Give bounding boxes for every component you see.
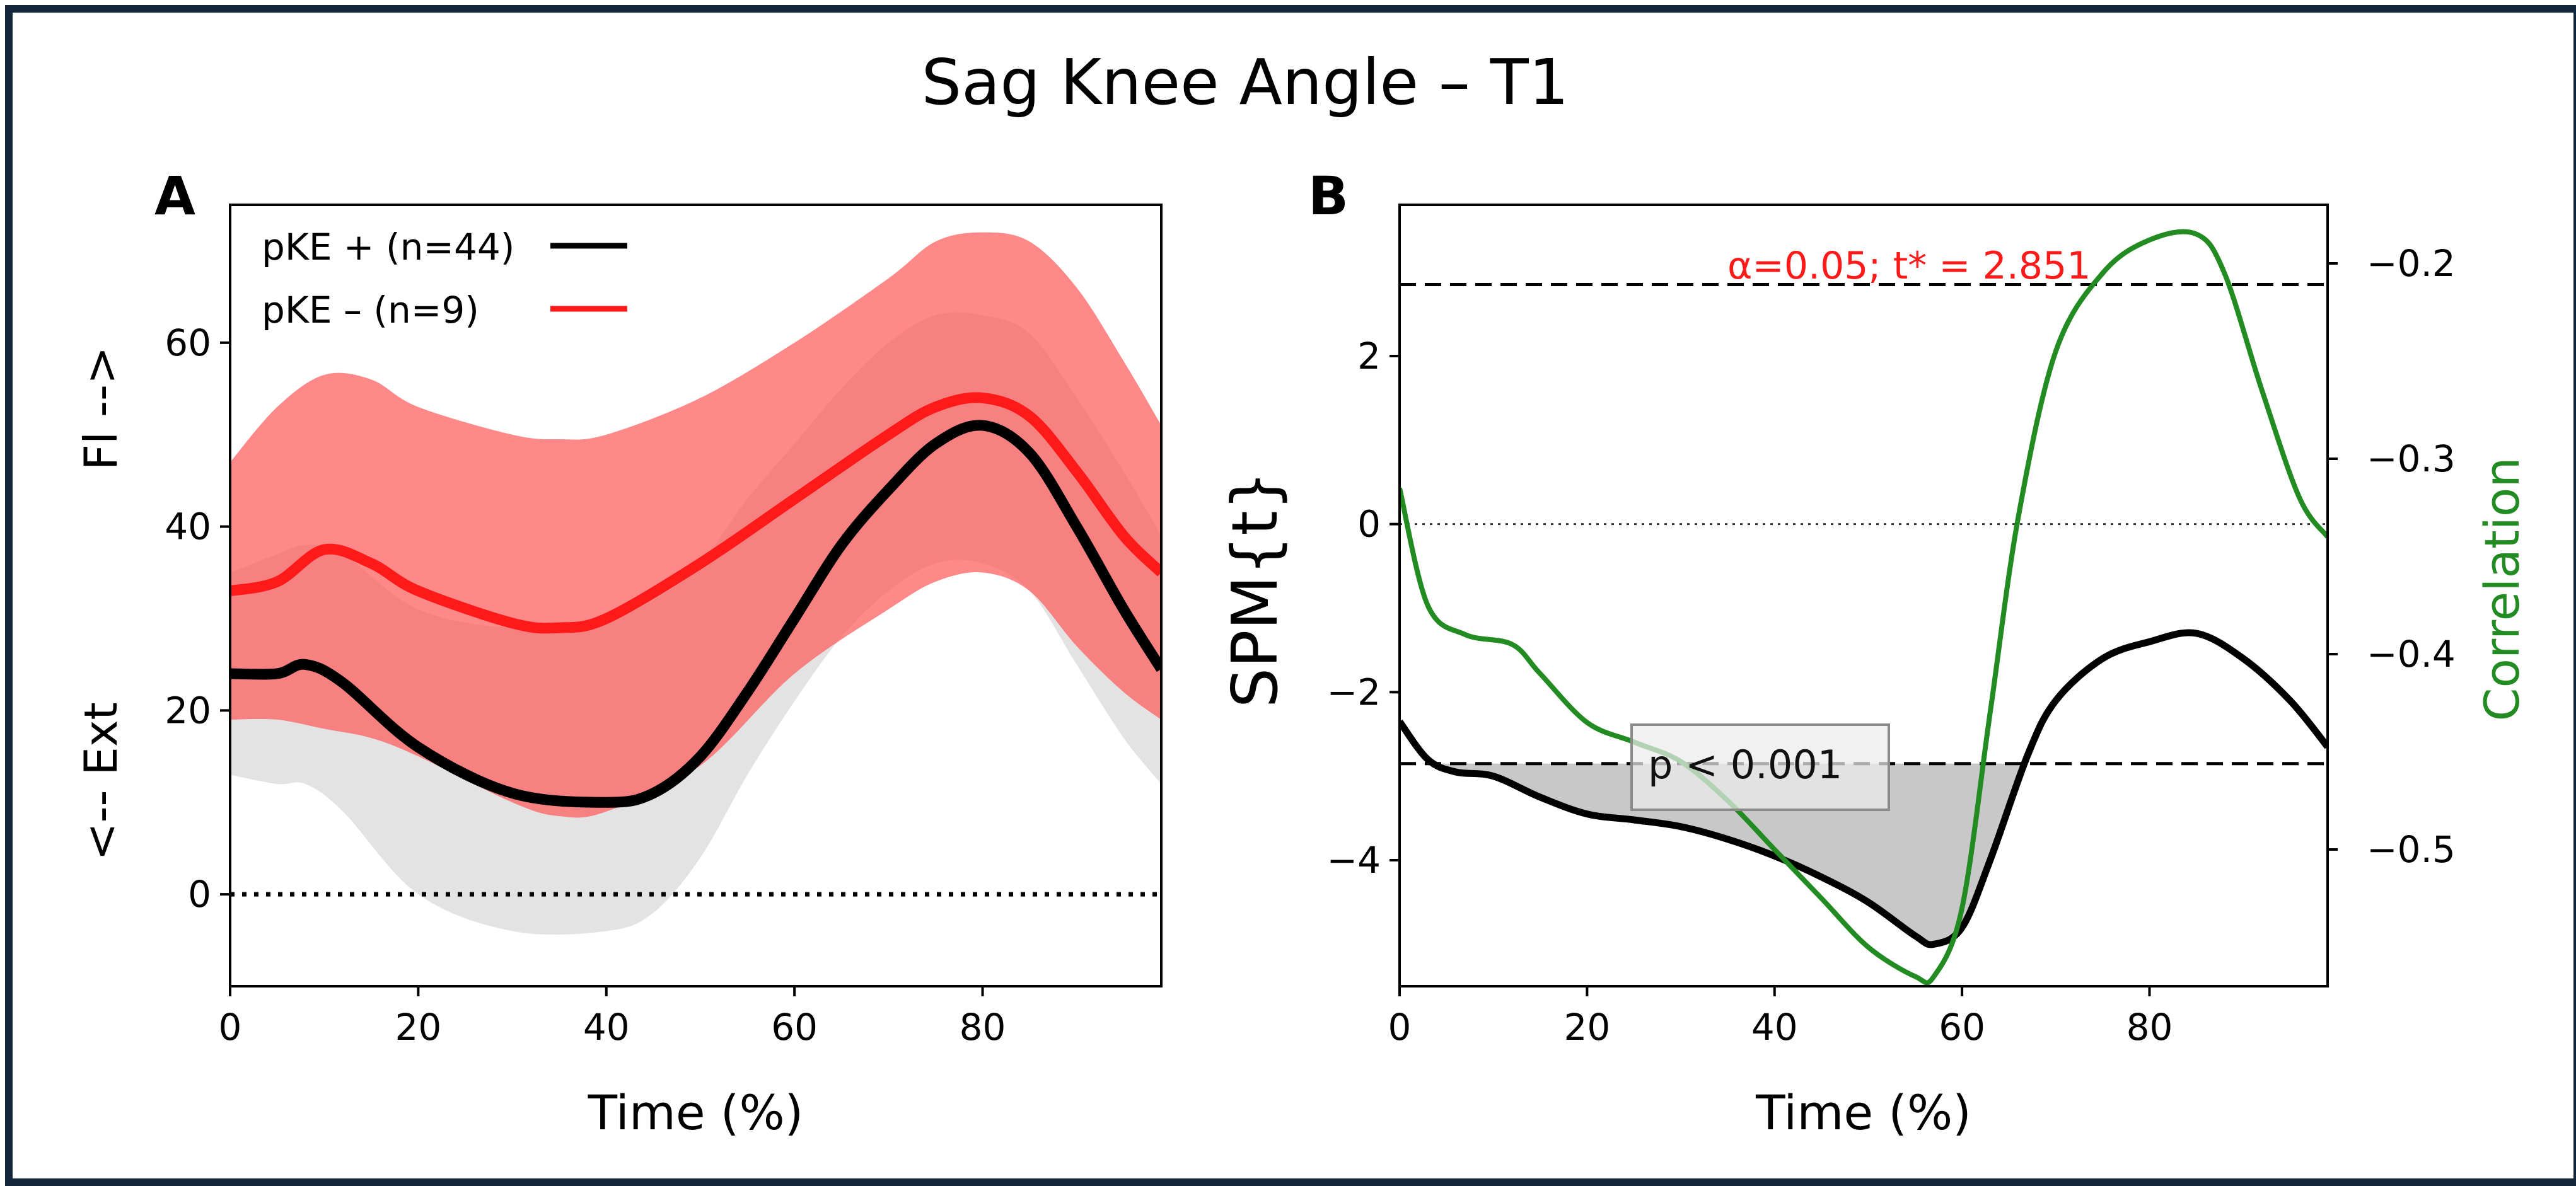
x-tick-label: 40 (1751, 1006, 1798, 1049)
y-axis-label-top: Fl --> (74, 347, 127, 471)
panel-a-letter: A (154, 165, 195, 227)
y-axis-label-left: SPM{t} (1218, 471, 1292, 708)
spm-t-curve (1400, 629, 2328, 948)
y-tick-label-right: −0.5 (2367, 828, 2456, 871)
figure-frame: Sag Knee Angle – T1 A 0 20 40 60 80 0 20 40 60 Ti… (5, 5, 2576, 1186)
y-tick-label: 0 (188, 873, 211, 916)
correlation-curve (1400, 229, 2328, 986)
x-axis-label: Time (%) (588, 1085, 804, 1141)
x-tick-label: 80 (2126, 1006, 2173, 1049)
y-tick-label-right: −0.3 (2367, 437, 2456, 480)
y-tick-label-left: −4 (1327, 839, 1381, 882)
x-tick-label: 0 (219, 1006, 242, 1049)
legend-label: pKE + (n=44) (262, 226, 514, 268)
y-tick-label-right: −0.2 (2367, 242, 2456, 285)
y-tick-label-left: 2 (1357, 335, 1381, 377)
panel-a: A 0 20 40 60 80 0 20 40 60 Time (%) Fl --> <-- Ext p… (74, 165, 1163, 1141)
panel-b-axes-frame (1398, 204, 2329, 987)
x-tick-label: 20 (1564, 1006, 1610, 1049)
band-series-1 (230, 232, 1161, 818)
y-tick-label: 20 (165, 689, 211, 732)
y-axis-label-bottom: <-- Ext (74, 702, 127, 861)
x-axis-label: Time (%) (1755, 1085, 1971, 1141)
panel-a-axes-frame (229, 204, 1163, 987)
mean-line-series-1 (230, 392, 1161, 634)
y-tick-label: 60 (165, 321, 211, 364)
figure-title: Sag Knee Angle – T1 (922, 45, 1569, 119)
y-tick-label-right: −0.4 (2367, 633, 2456, 676)
x-tick-label: 20 (395, 1006, 441, 1049)
figure-canvas: Sag Knee Angle – T1 A 0 20 40 60 800204060Ti… (74, 45, 2530, 1141)
panel-b-plot-area (1400, 229, 2328, 986)
y-tick-label-left: 0 (1357, 503, 1381, 546)
legend-label: pKE – (n=9) (262, 289, 479, 331)
y-tick-label: 40 (165, 505, 211, 548)
x-tick-label: 60 (1939, 1006, 1985, 1049)
x-tick-label: 60 (771, 1006, 818, 1049)
x-tick-label: 80 (960, 1006, 1006, 1049)
x-tick-label: 40 (583, 1006, 630, 1049)
panel-a-plot-area (230, 232, 1161, 935)
cluster-p-box (1630, 723, 1890, 811)
mean-line-series-0 (230, 420, 1161, 808)
y-axis-label-right: Correlation (2474, 457, 2530, 721)
cluster-p-label: p < 0.001 (1648, 742, 1842, 788)
panel-b-letter: B (1308, 165, 1349, 227)
y-tick-label-left: −2 (1327, 671, 1381, 713)
x-tick-label: 0 (1388, 1006, 1412, 1049)
threshold-label: α=0.05; t* = 2.851 (1727, 244, 2091, 288)
